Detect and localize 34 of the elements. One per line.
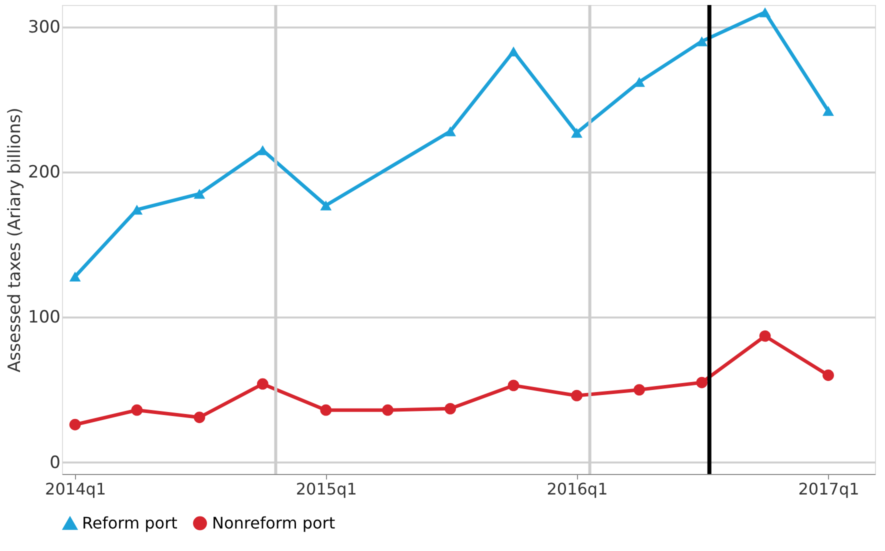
legend-label: Nonreform port [212,513,336,532]
legend-label: Reform port [82,514,178,533]
point [759,7,771,18]
y-tick-label: 100 [28,308,60,328]
point [194,412,206,424]
point [571,128,582,138]
point [382,404,394,416]
point [320,200,332,210]
x-tick-label: 2017q1 [798,480,860,498]
point [822,106,834,116]
point [69,272,81,282]
x-tick-label: 2015q1 [296,480,357,498]
y-tick-label: 200 [28,162,60,182]
y-tick-label: 300 [28,17,60,38]
point [256,378,268,390]
point [759,330,771,342]
y-axis-title: Assessed taxes (Ariary billions) [5,108,26,372]
point [131,404,143,416]
point [822,370,834,381]
point [69,418,81,430]
point [444,126,456,136]
point [320,404,332,416]
point [444,402,456,414]
point [508,380,520,392]
point [194,188,206,199]
point [696,36,708,46]
x-tick-label: 2016q1 [546,480,608,498]
point [696,376,708,388]
x-tick-label: 2014q1 [45,480,106,498]
point [571,390,582,402]
point [508,46,520,56]
point [634,384,645,396]
point [131,204,143,215]
y-tick-label: 0 [50,452,60,473]
